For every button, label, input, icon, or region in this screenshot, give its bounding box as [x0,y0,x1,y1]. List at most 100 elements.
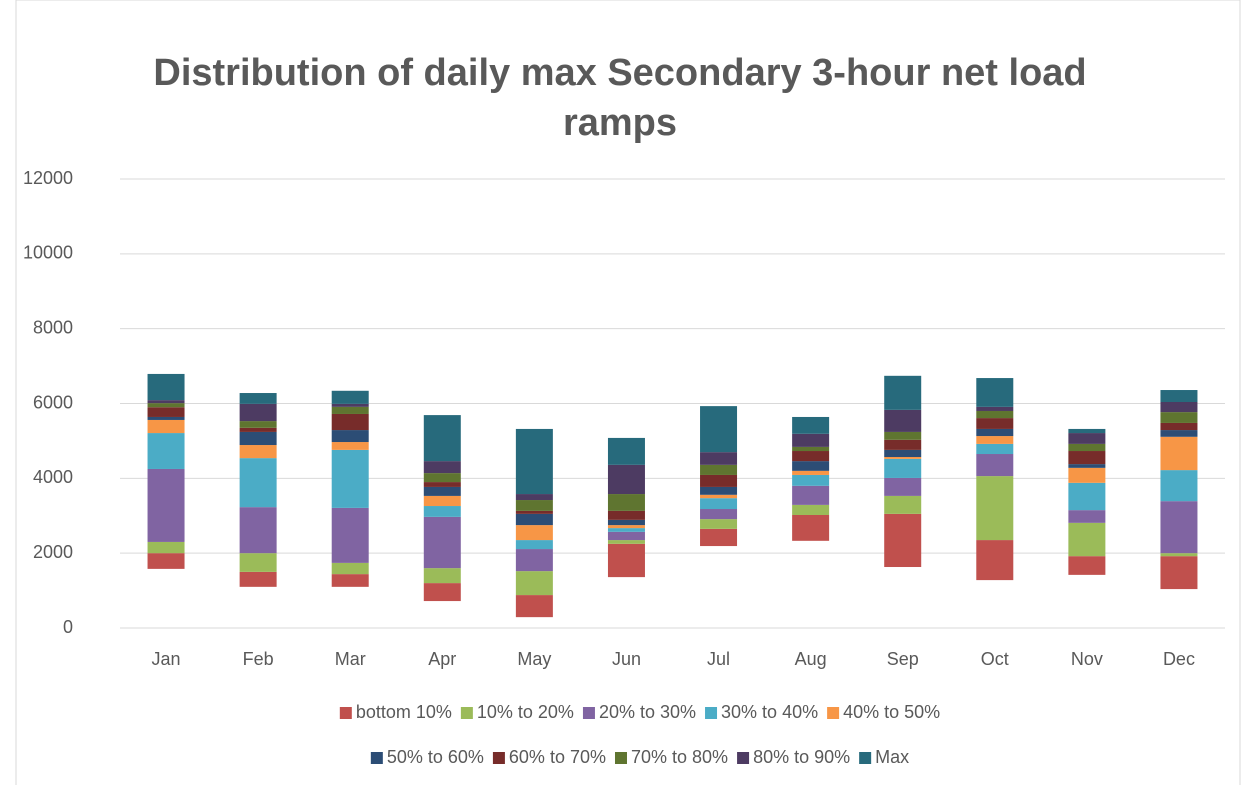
bar-segment [607,510,645,520]
bar-segment [423,495,461,507]
bar-segment [147,553,185,569]
bar-segment [884,439,922,450]
bar-base [1160,589,1197,628]
bar-segment [423,506,461,517]
bar-segment [700,474,738,487]
bar-segment [700,406,738,453]
bar-segment [239,393,277,404]
bar-segment [423,415,461,462]
bar-base [516,617,553,628]
bar-segment [792,470,830,475]
bar-segment [884,495,922,514]
bar-segment [515,571,553,596]
bar-segment [976,540,1014,581]
bar-base [976,580,1013,628]
legend-swatch [370,752,383,764]
bar-segment [1160,422,1198,431]
bar-segment [1068,451,1106,465]
bar-segment [239,445,277,459]
bar-segment [976,454,1014,477]
x-tick-label: Apr [428,649,456,669]
bar-segment [331,403,369,407]
bar-segment [976,443,1014,455]
bar-segment [239,571,277,587]
bar-segment [423,461,461,474]
bar-base [332,587,369,628]
bar-segment [1160,553,1198,557]
bar-segment [331,562,369,575]
bar-segment [331,390,369,404]
bar-segment [884,375,922,410]
y-tick-label: 6000 [33,392,73,412]
bar-segment [1068,556,1106,575]
legend-label: 30% to 40% [721,702,818,722]
bar-segment [976,428,1014,437]
x-tick-label: Dec [1163,649,1195,669]
bar-segment [1160,412,1198,423]
bar-segment [147,373,185,401]
bar-segment [1068,428,1106,434]
bar-segment [884,477,922,496]
bar-segment [1068,482,1106,511]
legend-label: bottom 10% [356,702,452,722]
legend-swatch [827,707,840,719]
bar-base [1068,575,1105,628]
bar-segment [239,507,277,554]
bar-segment [700,486,738,495]
bar-segment [515,595,553,618]
legend-row: bottom 10% 10% to 20% 20% to 30% 30% to 40%… [339,702,940,722]
bar-segment [792,461,830,471]
legend-swatch [737,752,750,764]
bar-segment [976,418,1014,429]
bar-segment [700,528,738,547]
legend-row: 50% to 60% 60% to 70% 70% to 80% 80% to 90%… [370,747,909,767]
bar-segment [884,458,922,478]
legend-label: 40% to 50% [843,702,940,722]
bar-segment [1160,436,1198,471]
bar-base [424,601,461,628]
bar-segment [884,449,922,458]
bar-segment [515,510,553,514]
bar-segment [239,458,277,508]
bar-segment [239,553,277,572]
chart-border [15,0,1241,785]
bar-segment [884,457,922,459]
bar-segment [976,406,1014,411]
x-tick-label: Jun [612,649,641,669]
bar-segment [515,428,553,495]
legend-swatch [492,752,505,764]
bar-segment [423,482,461,487]
bar-segment [331,449,369,508]
legend-swatch [614,752,627,764]
bar-segment [515,513,553,526]
bar-segment [700,494,738,499]
x-tick-label: Jan [152,649,181,669]
bar-segment [515,540,553,550]
x-tick-label: Oct [981,649,1009,669]
bar-segment [792,515,830,541]
bar-segment [239,427,277,432]
bar-segment [1068,433,1106,444]
bar-base [700,546,737,628]
bar-segment [515,549,553,572]
bar-segment [792,474,830,486]
y-tick-label: 4000 [33,467,73,487]
bar-segment [792,504,830,516]
x-tick-label: Jul [707,649,730,669]
x-tick-label: Aug [795,649,827,669]
bar-segment [147,541,185,554]
x-tick-label: Mar [335,649,366,669]
legend-label: 70% to 80% [631,747,728,767]
y-tick-label: 10000 [23,243,73,263]
bar-segment [423,486,461,496]
bar-base [240,587,277,628]
bar-segment [607,519,645,526]
bar-segment [423,473,461,483]
bar-segment [700,498,738,510]
bar-base [884,567,921,628]
bar-segment [331,406,369,414]
bar-segment [1068,443,1106,452]
x-tick-label: Feb [243,649,274,669]
legend-swatch [582,707,595,719]
chart-title: Distribution of daily max Secondary 3-ho… [153,52,1086,144]
